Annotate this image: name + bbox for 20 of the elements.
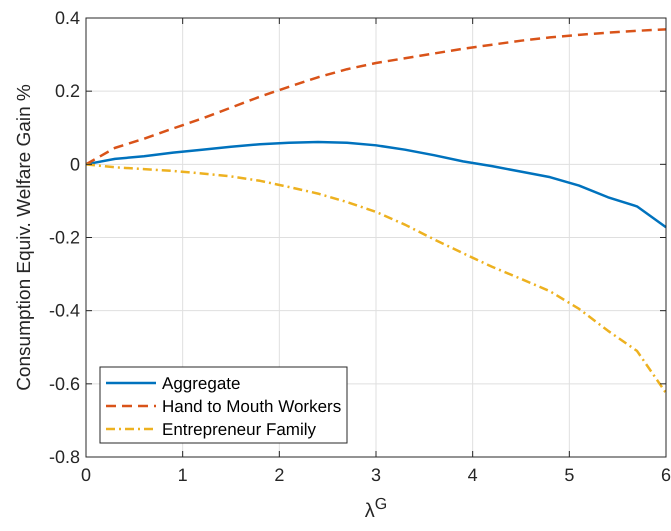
x-axis-title: λ$^{G}$ bbox=[364, 496, 388, 522]
line-series bbox=[84, 28, 668, 166]
x-tick-label: 3 bbox=[370, 465, 382, 485]
y-axis-title: Consumption Equiv. Welfare Gain % bbox=[14, 84, 35, 391]
y-tick-label: -0.2 bbox=[48, 228, 80, 248]
y-tick-label: 0.4 bbox=[54, 8, 80, 28]
y-tick-label: -0.4 bbox=[48, 300, 80, 321]
line-series bbox=[84, 163, 668, 394]
y-tick-label: -0.6 bbox=[48, 374, 80, 394]
x-tick-label: 4 bbox=[468, 465, 478, 485]
legend-label: Hand to Mouth Workers bbox=[162, 397, 342, 416]
y-tick-label: 0 bbox=[70, 154, 80, 174]
x-tick-label: 5 bbox=[564, 465, 574, 485]
legend-label: Entrepreneur Family bbox=[162, 420, 317, 439]
x-tick-label: 6 bbox=[660, 465, 671, 485]
y-tick-label: 0.2 bbox=[54, 81, 80, 102]
legend-label: Aggregate bbox=[162, 374, 240, 393]
x-tick-label: 1 bbox=[178, 465, 188, 485]
x-tick-label: 2 bbox=[274, 465, 284, 485]
y-tick-label: -0.8 bbox=[48, 447, 80, 467]
